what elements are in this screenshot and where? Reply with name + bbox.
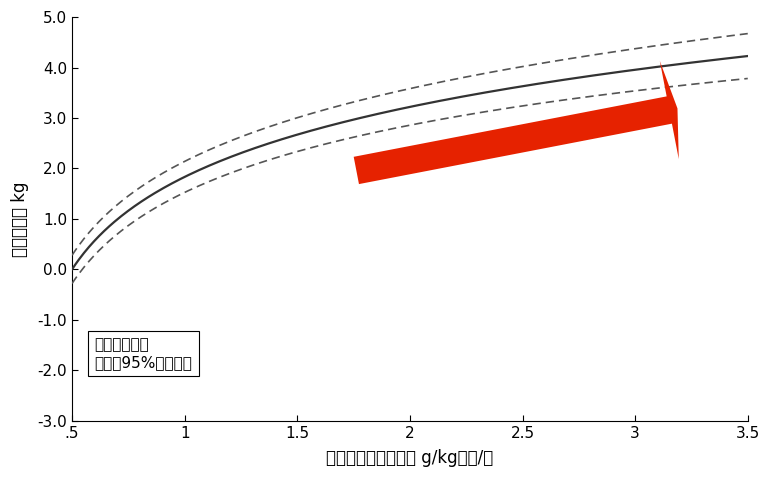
Text: 実線：平均値
破線：95%信頼区間: 実線：平均値 破線：95%信頼区間 xyxy=(95,337,193,370)
Y-axis label: 筋肉量増加 kg: 筋肉量増加 kg xyxy=(11,181,29,257)
X-axis label: 総たんぱく質摂取量 g/kg体重/日: 総たんぱく質摂取量 g/kg体重/日 xyxy=(326,449,493,467)
